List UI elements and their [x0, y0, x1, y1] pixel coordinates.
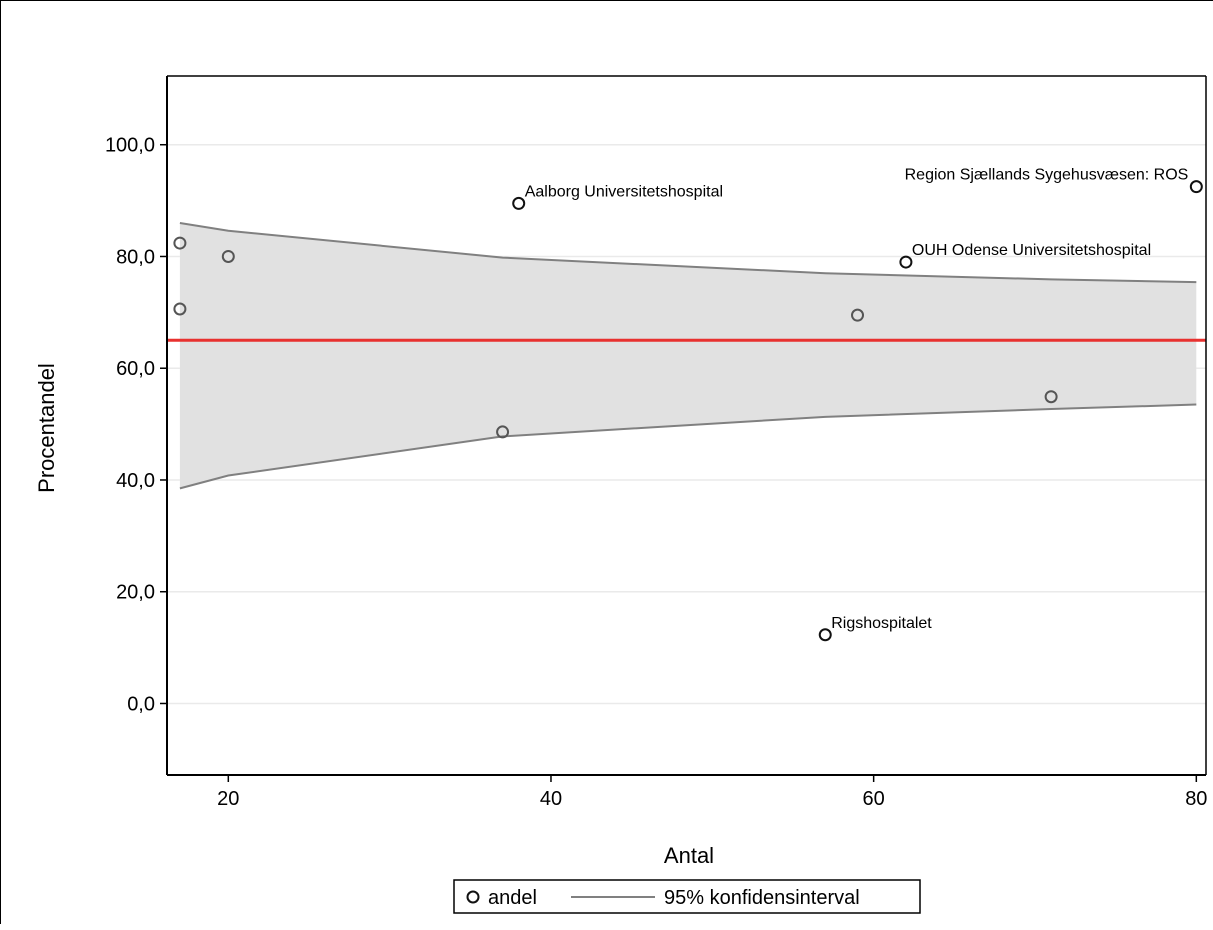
- y-tick-label-1: 20,0: [116, 582, 155, 604]
- legend-label-andel: andel: [488, 887, 537, 909]
- confidence-band-fill: [179, 222, 1197, 489]
- point-label-4: Aalborg Universitetshospital: [525, 183, 723, 200]
- point-label-5: Rigshospitalet: [831, 615, 932, 632]
- y-tick-label-3: 60,0: [116, 358, 155, 380]
- point-label-7: OUH Odense Universitetshospital: [912, 242, 1151, 259]
- y-tick-label-0: 0,0: [127, 693, 155, 715]
- y-tick-label-5: 100,0: [105, 135, 155, 157]
- confidence-band: [179, 221, 1197, 490]
- data-point-6: [851, 308, 865, 322]
- x-tick-label-3: 80: [1185, 788, 1207, 810]
- y-axis-label: Procentandel: [34, 363, 59, 493]
- y-tick-label-4: 80,0: [116, 246, 155, 268]
- axes: 0,0 20,0 40,0 60,0 80,0 100,0 20 40 60 80: [105, 75, 1207, 810]
- x-tick-label-2: 60: [863, 788, 885, 810]
- legend: andel 95% konfidensinterval: [453, 879, 921, 914]
- data-point-5: [818, 628, 832, 642]
- data-point-3: [496, 425, 510, 439]
- y-tick-label-2: 40,0: [116, 470, 155, 492]
- legend-box: [453, 879, 921, 914]
- data-point-1: [173, 302, 187, 316]
- legend-label-interval: 95% konfidensinterval: [664, 887, 860, 909]
- x-axis-label: Antal: [664, 843, 714, 868]
- data-point-7: [899, 255, 913, 269]
- x-tick-label-0: 20: [217, 788, 239, 810]
- data-point-4: [512, 196, 526, 210]
- point-label-9: Region Sjællands Sygehusvæsen: ROS: [905, 167, 1189, 184]
- legend-marker-andel: [466, 890, 480, 904]
- data-point-0: [173, 236, 187, 250]
- x-tick-label-1: 40: [540, 788, 562, 810]
- data-point-2: [221, 249, 235, 263]
- data-point-8: [1044, 390, 1058, 404]
- data-points: Aalborg Universitetshospital Rigshospital…: [173, 167, 1203, 642]
- confidence-lower-line: [179, 403, 1197, 490]
- confidence-upper-line: [179, 221, 1197, 284]
- data-point-9: [1189, 180, 1203, 194]
